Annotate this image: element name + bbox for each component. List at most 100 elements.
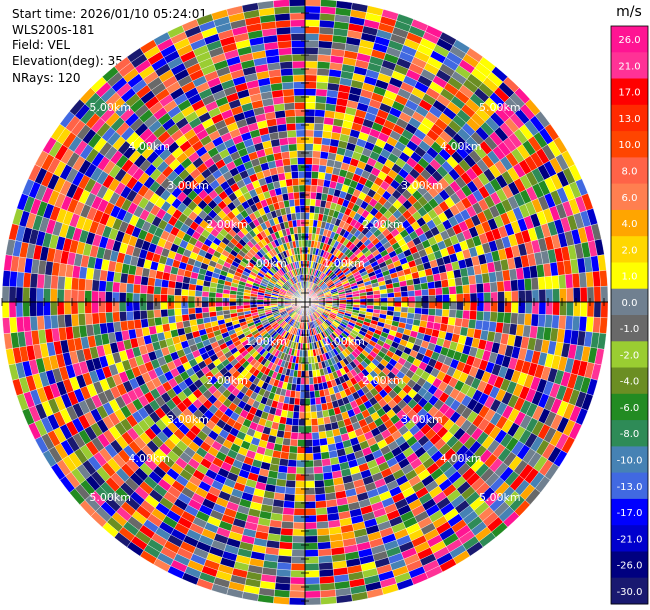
ppi-gate: [290, 570, 306, 578]
ppi-gate: [544, 314, 553, 329]
ppi-gate: [312, 452, 322, 461]
ppi-gate: [406, 284, 415, 292]
ppi-gate: [294, 390, 301, 399]
ppi-gate: [318, 40, 333, 49]
ppi-gate: [308, 363, 313, 371]
ppi-gate: [599, 270, 608, 287]
ppi-gate: [187, 289, 196, 297]
ppi-gate: [50, 301, 58, 316]
ppi-gate: [573, 287, 581, 303]
ppi-gate: [139, 293, 147, 303]
ppi-gate: [312, 157, 321, 166]
ppi-gate: [147, 276, 156, 287]
ppi-gate: [181, 307, 189, 316]
elevation-label: Elevation(deg): 35.00: [12, 54, 142, 68]
ppi-gate: [293, 515, 306, 523]
ppi-gate: [313, 123, 324, 131]
ppi-gate: [201, 301, 209, 308]
ppi-gate: [77, 278, 86, 291]
ppi-gate: [315, 403, 323, 412]
ppi-gate: [483, 292, 492, 303]
ppi-gate: [312, 143, 322, 152]
ppi-gate: [435, 294, 443, 303]
ppi-gate: [9, 270, 18, 288]
ppi-gate: [316, 514, 329, 523]
ppi-gate: [36, 273, 45, 289]
ppi-gate: [314, 493, 327, 502]
ppi-gate: [194, 307, 203, 314]
ppi-gate: [441, 286, 450, 295]
ppi-gate: [299, 391, 306, 399]
ppi-gate: [518, 301, 526, 314]
ppi-gate: [188, 313, 197, 321]
ppi-gate: [112, 301, 120, 313]
ppi-gate: [448, 309, 457, 318]
ppi-gate: [313, 466, 324, 475]
ppi-gate: [140, 318, 149, 329]
ppi-gate: [393, 286, 402, 293]
ppi-gate: [208, 306, 217, 313]
ppi-gate: [545, 301, 554, 316]
ppi-gate: [290, 576, 306, 585]
ppi-gate: [160, 309, 169, 318]
ppi-gate: [489, 281, 498, 293]
ppi-gate: [29, 287, 37, 303]
ppi-gate: [317, 417, 325, 426]
ppi-gate: [456, 293, 464, 303]
ppi-gate: [98, 301, 106, 313]
ppi-sectors: [1, 0, 609, 606]
ppi-gate: [98, 280, 107, 292]
ppi-gate: [304, 143, 314, 151]
ppi-gate: [311, 171, 319, 179]
ppi-gate: [133, 319, 142, 330]
ppi-gate: [50, 288, 58, 303]
ppi-gate: [187, 295, 196, 303]
ppi-gate: [503, 280, 512, 292]
ppi-gate: [304, 590, 321, 599]
ppi-gate: [531, 301, 540, 315]
ppi-gate: [304, 95, 316, 103]
ppi-gate: [304, 425, 312, 433]
ppi-gate: [320, 596, 337, 605]
ppi-gate: [279, 451, 290, 460]
ppi-gate: [194, 290, 203, 297]
ppi-gate: [276, 562, 292, 571]
ppi-gate: [317, 171, 326, 180]
ppi-gate: [434, 315, 443, 324]
ppi-gate: [304, 398, 311, 406]
ppi-gate: [441, 309, 450, 318]
ppi-gate: [304, 542, 319, 551]
ppi-gate: [579, 301, 588, 317]
ppi-gate: [311, 425, 319, 433]
ppi-gate: [323, 416, 332, 425]
ppi-gate: [319, 575, 335, 585]
ppi-gate: [524, 278, 533, 291]
ppi-gate: [469, 292, 478, 303]
ppi-gate: [427, 281, 436, 290]
ppi-gate: [304, 549, 319, 557]
ppi-gate: [8, 286, 17, 303]
ppi-gate: [309, 384, 315, 392]
ppi-gate: [428, 295, 436, 303]
ppi-gate: [304, 576, 320, 585]
ppi-gate: [57, 314, 66, 329]
ppi-gate: [592, 316, 601, 334]
ppi-gate: [320, 0, 337, 8]
ppi-gate: [36, 287, 44, 303]
ppi-gate: [153, 293, 161, 303]
ppi-gate: [290, 563, 306, 571]
ppi-gate: [1, 285, 10, 303]
ppi-gate: [160, 301, 168, 310]
ppi-gate: [201, 296, 209, 303]
ppi-gate: [295, 466, 306, 475]
ppi-gate: [496, 280, 505, 293]
ppi-gate: [407, 290, 416, 297]
ppi-gate: [304, 432, 313, 440]
ppi-gate: [304, 556, 319, 564]
ppi-gate: [319, 589, 337, 598]
ppi-gate: [304, 446, 314, 454]
ppi-gate: [304, 521, 318, 530]
ppi-gate: [318, 431, 327, 440]
ppi-gate: [531, 289, 540, 303]
ppi-gate: [292, 411, 300, 420]
